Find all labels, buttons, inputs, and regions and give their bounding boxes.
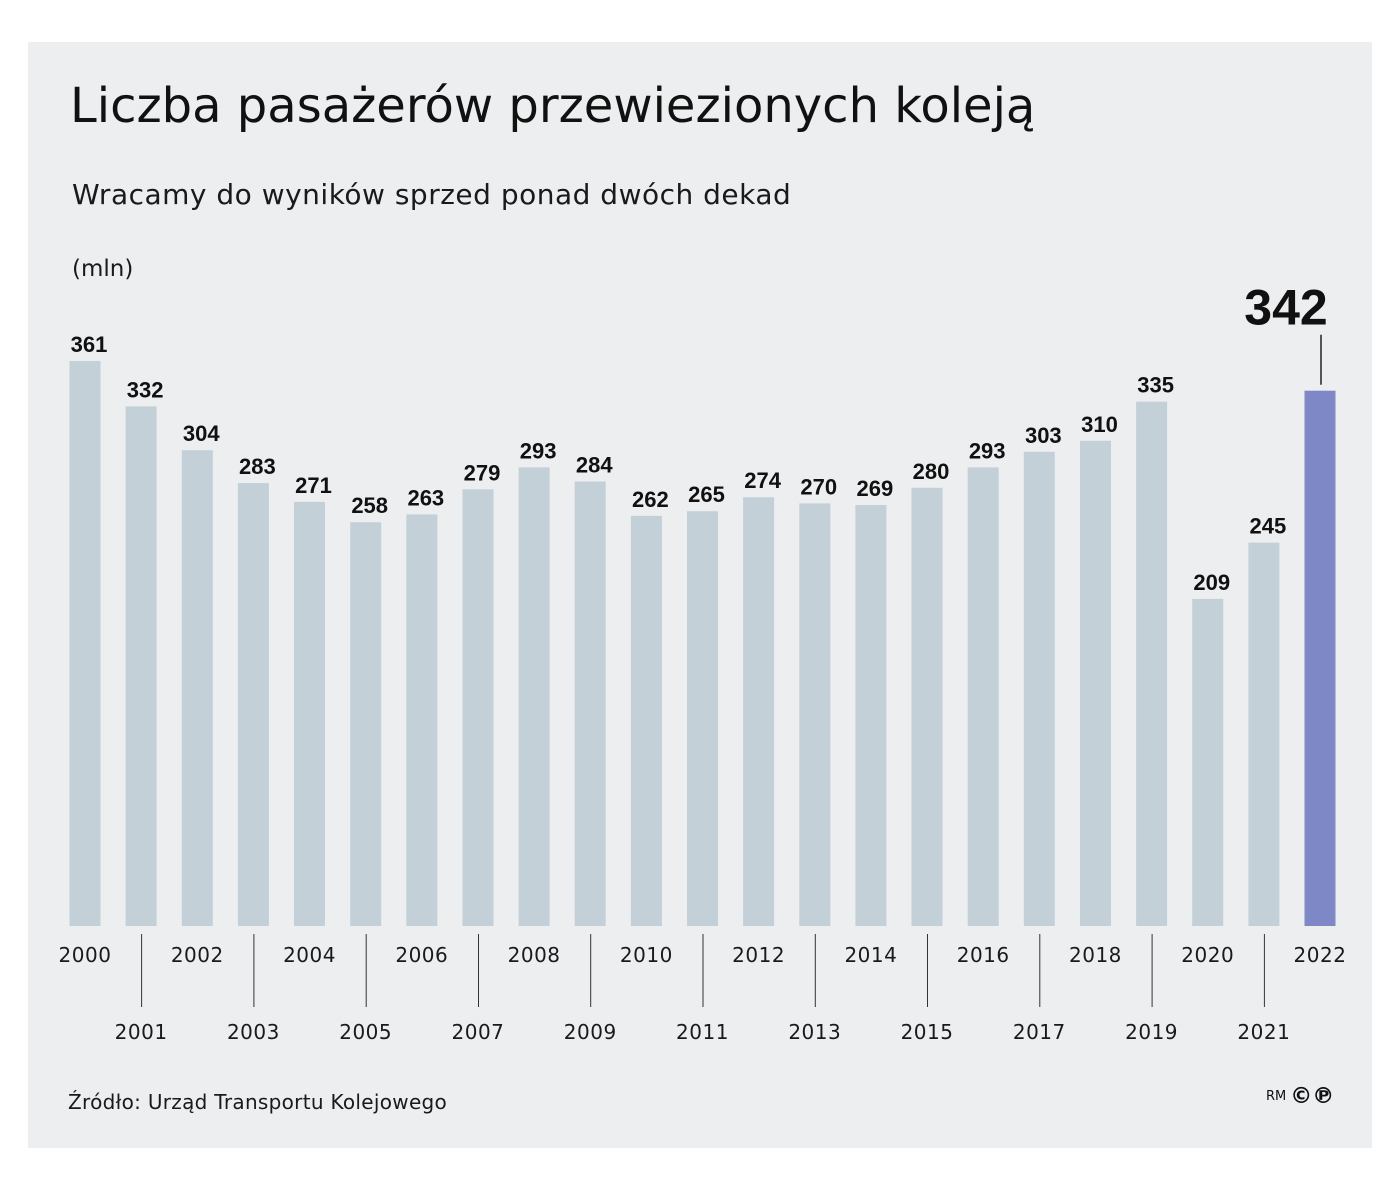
tick-label-2012: 2012 [732, 943, 785, 967]
data-label-2019: 335 [1137, 373, 1174, 398]
bar-2019 [1136, 401, 1168, 926]
tick-label-2009: 2009 [564, 1020, 617, 1044]
bar-2004 [294, 501, 325, 926]
data-label-2002: 304 [183, 421, 220, 446]
tick-label-2019: 2019 [1125, 1020, 1178, 1044]
chart-subtitle: Wracamy do wyników sprzed ponad dwóch de… [72, 178, 792, 211]
bar-2015 [911, 487, 943, 926]
tick-label-2013: 2013 [788, 1020, 841, 1044]
tick-label-2000: 2000 [59, 943, 112, 967]
tick-label-2018: 2018 [1069, 943, 1122, 967]
tick-label-2008: 2008 [508, 943, 561, 967]
tick-label-2006: 2006 [395, 943, 448, 967]
bar-2012 [743, 497, 775, 926]
data-label-2007: 279 [464, 460, 501, 485]
tick-label-2001: 2001 [115, 1020, 168, 1044]
data-label-2000: 361 [71, 332, 108, 357]
data-label-2009: 284 [576, 453, 613, 478]
data-label-2018: 310 [1081, 412, 1118, 437]
bar-2022 [1304, 390, 1336, 926]
bar-2000 [69, 361, 101, 926]
logo-mark: ©℗ [1290, 1084, 1335, 1109]
data-label-2005: 258 [351, 493, 388, 518]
data-label-2010: 262 [632, 487, 669, 512]
bar-2006 [406, 514, 438, 926]
data-label-2008: 293 [520, 438, 557, 463]
bar-2008 [518, 467, 550, 926]
bar-2021 [1248, 542, 1280, 926]
tick-label-2005: 2005 [339, 1020, 392, 1044]
data-label-2015: 280 [913, 459, 950, 484]
tick-label-2010: 2010 [620, 943, 673, 967]
tick-label-2004: 2004 [283, 943, 336, 967]
data-label-2014: 269 [857, 476, 894, 501]
data-label-2020: 209 [1193, 570, 1230, 595]
data-label-2016: 293 [969, 438, 1006, 463]
data-label-2022: 342 [1244, 280, 1327, 336]
bar-2001 [125, 406, 157, 926]
bar-2005 [350, 522, 382, 926]
tick-label-2002: 2002 [171, 943, 224, 967]
data-label-2021: 245 [1250, 514, 1287, 539]
unit-label: (mln) [72, 256, 134, 282]
data-label-2017: 303 [1025, 423, 1062, 448]
publisher-logo: RM ©℗ [1266, 1084, 1334, 1109]
bar-2018 [1080, 440, 1111, 926]
data-label-2001: 332 [127, 377, 164, 402]
tick-label-2007: 2007 [452, 1020, 505, 1044]
bar-2007 [462, 489, 494, 926]
tick-label-2011: 2011 [676, 1020, 729, 1044]
tick-label-2016: 2016 [957, 943, 1010, 967]
tick-label-2022: 2022 [1294, 943, 1347, 967]
tick-label-2003: 2003 [227, 1020, 280, 1044]
data-label-2006: 263 [407, 485, 444, 510]
bar-2020 [1192, 598, 1224, 926]
data-label-2004: 271 [295, 473, 332, 498]
data-label-2011: 265 [688, 482, 725, 507]
data-label-2013: 270 [800, 474, 837, 499]
bar-2009 [574, 481, 606, 926]
logo-initials: RM [1266, 1089, 1287, 1104]
data-label-2012: 274 [744, 468, 781, 493]
bar-2014 [855, 505, 887, 926]
tick-label-2015: 2015 [901, 1020, 954, 1044]
chart-title: Liczba pasażerów przewiezionych koleją [70, 78, 1036, 134]
tick-label-2017: 2017 [1013, 1020, 1066, 1044]
data-label-2003: 283 [239, 454, 276, 479]
bar-2013 [799, 503, 831, 926]
bar-2011 [687, 511, 718, 926]
bar-2010 [630, 515, 662, 926]
bar-2003 [237, 483, 269, 926]
bar-2002 [181, 450, 213, 926]
bar-2016 [967, 467, 999, 926]
bar-2017 [1023, 451, 1055, 926]
tick-label-2020: 2020 [1181, 943, 1234, 967]
source-note: Źródło: Urząd Transportu Kolejowego [68, 1090, 448, 1114]
tick-label-2021: 2021 [1237, 1020, 1290, 1044]
tick-label-2014: 2014 [844, 943, 897, 967]
